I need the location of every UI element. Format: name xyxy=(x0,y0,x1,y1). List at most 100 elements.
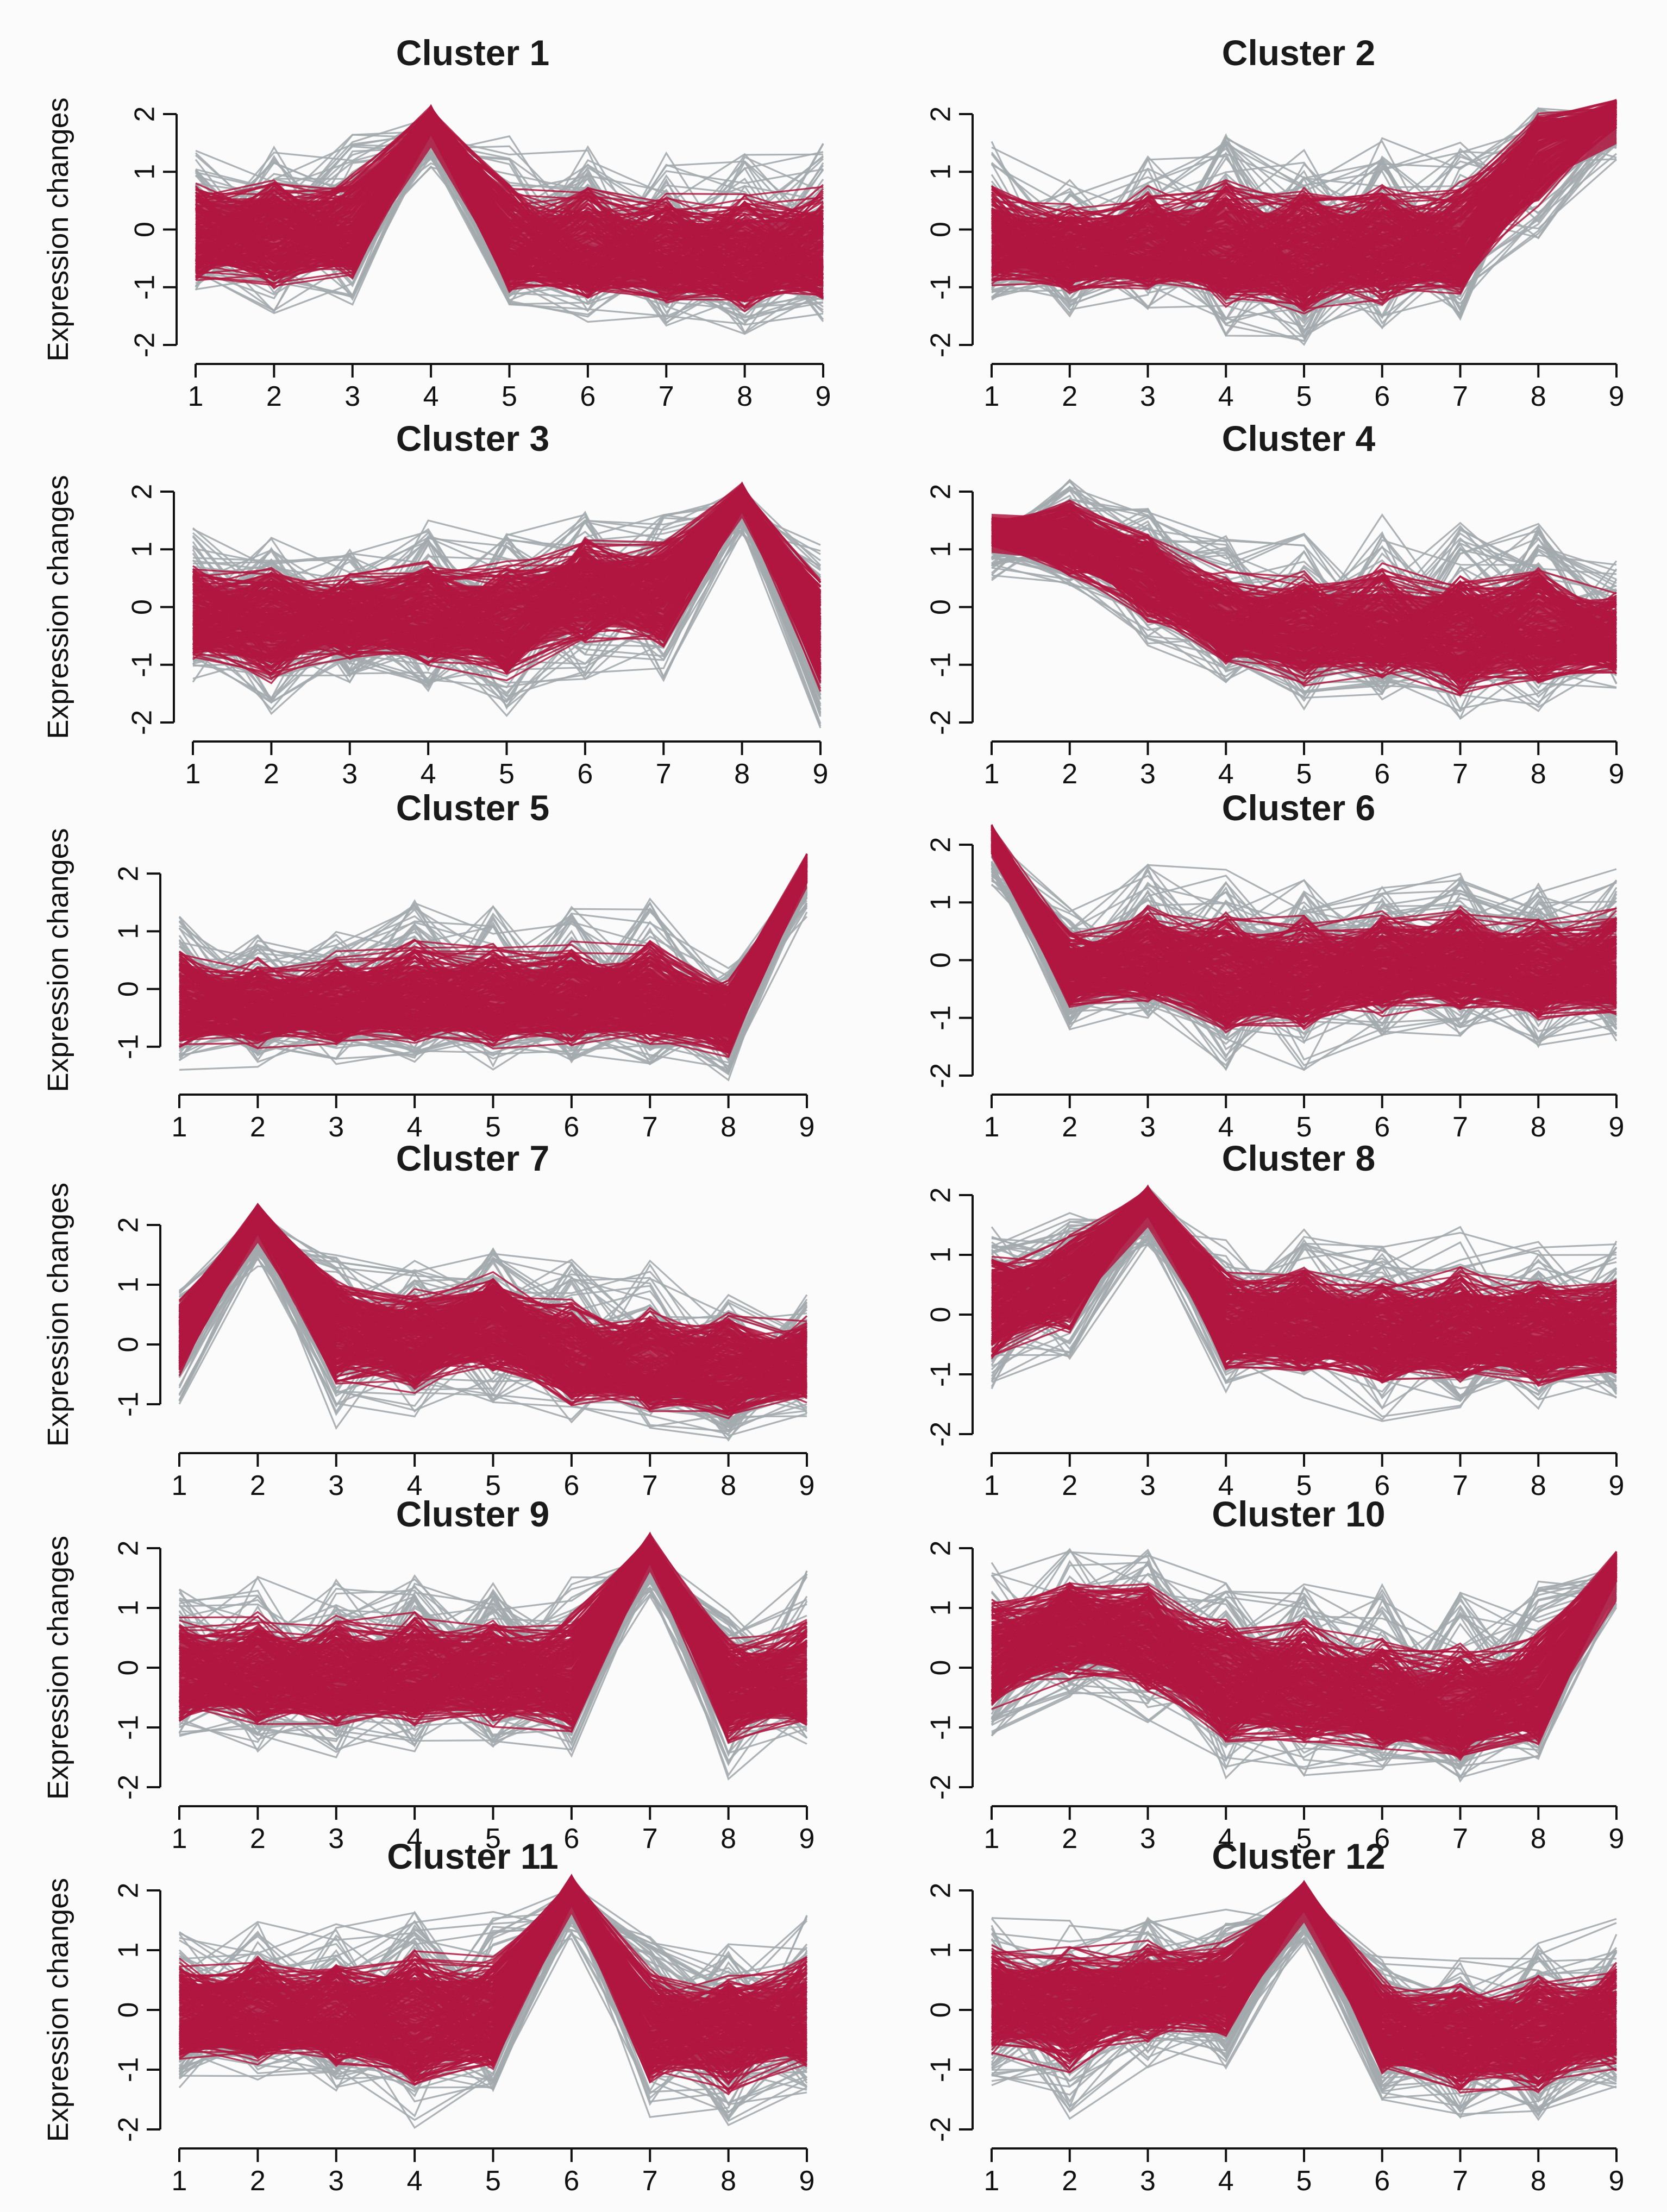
x-tick-label: 9 xyxy=(1609,1470,1625,1501)
y-tick-label: 2 xyxy=(113,1541,145,1556)
x-tick-label: 1 xyxy=(984,381,1000,412)
y-tick-label: 0 xyxy=(925,1307,957,1323)
profile-lines xyxy=(991,1548,1618,1783)
profile-lines xyxy=(192,481,822,728)
x-tick-label: 5 xyxy=(1296,758,1312,790)
y-tick-label: -1 xyxy=(127,652,158,677)
x-tick-label: 3 xyxy=(342,758,358,790)
y-tick-label: 2 xyxy=(925,106,957,122)
x-tick-label: 4 xyxy=(1218,758,1234,790)
x-tick-label: 5 xyxy=(1296,1823,1312,1855)
x-tick-label: 2 xyxy=(1062,2165,1077,2197)
x-tick-label: 6 xyxy=(1374,1470,1390,1501)
x-tick-label: 3 xyxy=(1140,1823,1156,1855)
cluster-core-band xyxy=(992,831,1616,1017)
x-tick-label: 7 xyxy=(656,758,672,790)
x-tick-label: 6 xyxy=(1374,1111,1390,1143)
x-tick-label: 6 xyxy=(1374,1823,1390,1855)
y-tick-label: 0 xyxy=(129,222,161,237)
panel-title: Cluster 4 xyxy=(1222,418,1376,458)
profile-lines xyxy=(991,824,1618,1071)
profile-lines xyxy=(178,1531,808,1781)
background-profile-line xyxy=(179,869,808,1060)
y-tick-label: 1 xyxy=(113,1600,145,1616)
x-tick-label: 2 xyxy=(1062,1470,1077,1501)
x-tick-label: 5 xyxy=(485,1823,501,1855)
x-tick-label: 4 xyxy=(407,1823,423,1855)
y-tick-label: 0 xyxy=(925,2002,957,2018)
x-tick-label: 6 xyxy=(563,1111,579,1143)
profile-lines xyxy=(991,1880,1618,2121)
x-tick-label: 6 xyxy=(1374,381,1390,412)
x-tick-label: 6 xyxy=(580,381,596,412)
x-tick-label: 8 xyxy=(1531,2165,1546,2197)
y-tick-label: 1 xyxy=(129,164,161,180)
x-tick-label: 2 xyxy=(264,758,279,790)
profile-lines xyxy=(178,1874,808,2129)
y-tick-label: 1 xyxy=(925,895,957,910)
y-tick-label: 1 xyxy=(925,542,957,557)
y-tick-label: 2 xyxy=(925,484,957,500)
y-tick-label: -1 xyxy=(113,2057,145,2082)
cluster-core-band xyxy=(992,104,1616,294)
y-tick-label: 2 xyxy=(113,866,145,882)
panel-cluster-11: 1 2 3 4 5 6 7 8 9 -2 -1 0 1 2 Expression changes Cluste… xyxy=(42,1836,814,2197)
x-tick-label: 2 xyxy=(1062,758,1077,790)
y-tick-label: 2 xyxy=(129,106,161,122)
x-tick-label: 6 xyxy=(577,758,593,790)
x-tick-label: 5 xyxy=(485,2165,501,2197)
x-tick-label: 1 xyxy=(172,2165,187,2197)
x-tick-label: 9 xyxy=(799,1823,815,1855)
x-tick-label: 1 xyxy=(172,1823,187,1855)
y-tick-label: 0 xyxy=(113,981,145,997)
x-tick-label: 6 xyxy=(1374,2165,1390,2197)
x-tick-label: 9 xyxy=(799,2165,815,2197)
y-tick-label: 2 xyxy=(925,1883,957,1899)
panel-cluster-12: 1 2 3 4 5 6 7 8 9 -2 -1 0 1 2 Cluster 12 xyxy=(925,1836,1625,2197)
y-tick-label: -2 xyxy=(113,2117,145,2142)
x-tick-label: 4 xyxy=(421,758,436,790)
panel-cluster-10: 1 2 3 4 5 6 7 8 9 -2 -1 0 1 2 Cluster 10 xyxy=(925,1494,1625,1855)
x-tick-label: 7 xyxy=(659,381,674,412)
x-tick-label: 8 xyxy=(737,381,753,412)
x-tick-label: 5 xyxy=(485,1111,501,1143)
x-tick-label: 4 xyxy=(407,1470,423,1501)
y-tick-label: -1 xyxy=(925,652,957,677)
y-tick-label: -1 xyxy=(925,1362,957,1387)
x-tick-label: 6 xyxy=(563,1470,579,1501)
y-tick-label: 1 xyxy=(113,923,145,939)
y-tick-label: 1 xyxy=(925,1247,957,1263)
y-axis-label: Expression changes xyxy=(42,828,74,1092)
x-tick-label: 8 xyxy=(1531,381,1546,412)
profile-lines xyxy=(178,853,808,1082)
x-tick-label: 7 xyxy=(642,1470,658,1501)
panel-title: Cluster 6 xyxy=(1222,788,1375,828)
cluster-panels: 1 2 3 4 5 6 7 8 9 -2 -1 0 1 2 Expression changes Cluste… xyxy=(42,33,1624,2197)
profile-lines xyxy=(991,479,1618,720)
x-tick-label: 3 xyxy=(1140,1111,1156,1143)
panel-title: Cluster 7 xyxy=(396,1138,549,1178)
panel-title: Cluster 1 xyxy=(396,33,549,73)
x-tick-label: 1 xyxy=(185,758,201,790)
cluster-core-band xyxy=(179,1535,807,1724)
x-tick-label: 2 xyxy=(266,381,282,412)
x-tick-label: 6 xyxy=(1374,758,1390,790)
y-tick-label: 0 xyxy=(113,2002,145,2018)
y-tick-label: 0 xyxy=(127,599,158,615)
x-tick-label: 7 xyxy=(1452,381,1468,412)
x-tick-label: 7 xyxy=(1452,1823,1468,1855)
y-tick-label: -2 xyxy=(129,332,161,357)
y-axis-label: Expression changes xyxy=(42,475,74,739)
x-tick-label: 8 xyxy=(720,1111,736,1143)
y-tick-label: 1 xyxy=(113,1943,145,1958)
x-tick-label: 2 xyxy=(1062,1823,1077,1855)
cluster-core-band xyxy=(179,857,807,1040)
x-tick-label: 1 xyxy=(984,1111,1000,1143)
y-tick-label: -1 xyxy=(925,2057,957,2082)
cluster-profile-line xyxy=(178,1204,807,1412)
x-tick-label: 7 xyxy=(642,2165,658,2197)
x-tick-label: 3 xyxy=(328,1470,344,1501)
x-tick-label: 3 xyxy=(328,1111,344,1143)
